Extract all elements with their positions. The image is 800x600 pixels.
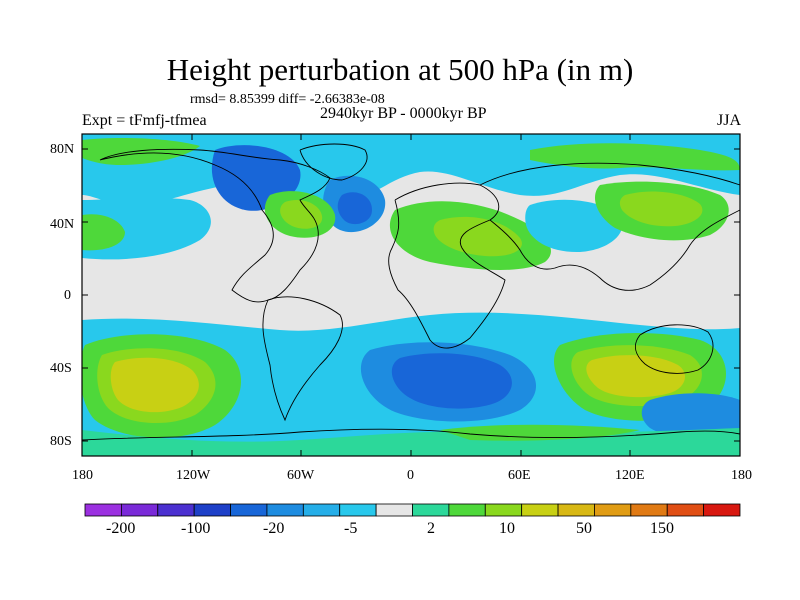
lon-label: 180 <box>72 468 93 483</box>
field-region <box>337 192 372 225</box>
colorbar-swatch <box>557 503 595 517</box>
south-america-coast <box>262 296 343 422</box>
europe-africa-coast <box>388 182 506 349</box>
colorbar-swatch <box>521 503 559 517</box>
colorbar-label: -200 <box>106 520 136 537</box>
antarctica-coast <box>81 428 741 441</box>
season-label: JJA <box>717 112 742 129</box>
field-region <box>619 191 703 227</box>
australia-coast <box>634 324 714 374</box>
axis-ticks <box>81 134 741 456</box>
lon-label: 120E <box>615 468 645 483</box>
perturbation-field <box>82 134 740 456</box>
field-region <box>391 353 512 409</box>
lon-label: 180 <box>731 468 752 483</box>
colorbar-label: 10 <box>499 520 515 537</box>
field-region <box>280 199 323 229</box>
field-region <box>82 214 125 251</box>
colorbar-label: 50 <box>576 520 592 537</box>
field-region <box>586 355 685 398</box>
lon-label: 60E <box>508 468 531 483</box>
lat-label: 40S <box>50 361 72 376</box>
colorbar-label: 150 <box>650 520 674 537</box>
colorbar-swatch <box>412 503 450 517</box>
colorbar-swatch <box>448 503 486 517</box>
lat-label: 0 <box>64 288 71 303</box>
colorbar-swatch <box>703 503 741 517</box>
field-region <box>525 199 623 253</box>
asia-coast <box>479 162 741 291</box>
colorbar-swatch <box>193 503 231 517</box>
colorbar-swatch <box>120 503 159 517</box>
colorbar-swatch <box>157 503 195 517</box>
north-america-coast <box>99 148 331 303</box>
map-title: Height perturbation at 500 hPa (in m) <box>166 52 634 87</box>
colorbar-swatch <box>84 503 122 517</box>
colorbar-swatch <box>630 503 668 517</box>
stats-label: rmsd= 8.85399 diff= -2.66383e-08 <box>190 92 385 107</box>
colorbar-label: 2 <box>427 520 435 537</box>
colorbar-swatch <box>484 503 523 517</box>
period-label: 2940kyr BP - 0000kyr BP <box>320 105 487 122</box>
colorbar-swatch <box>302 503 341 517</box>
lat-label: 80N <box>50 142 75 157</box>
field-region <box>110 357 199 413</box>
colorbar-swatch <box>594 503 632 517</box>
colorbar-swatch <box>266 503 304 517</box>
lon-label: 60W <box>287 468 315 483</box>
lat-label: 40N <box>50 217 75 232</box>
colorbar-swatch <box>666 503 705 517</box>
coastlines <box>81 143 741 441</box>
lon-label: 120W <box>176 468 211 483</box>
lat-label: 80S <box>50 434 72 449</box>
greenland-coast <box>299 143 368 181</box>
colorbar-swatch <box>375 503 413 517</box>
colorbar-label: -5 <box>344 520 358 537</box>
experiment-label: Expt = tFmfj-tfmea <box>82 112 207 129</box>
field-region <box>433 216 522 257</box>
colorbar-swatch <box>339 503 377 517</box>
colorbar-label: -20 <box>263 520 285 537</box>
field-region <box>82 138 200 165</box>
colorbar-label: -100 <box>181 520 211 537</box>
colorbar <box>84 503 741 517</box>
colorbar-swatch <box>230 503 268 517</box>
lon-label: 0 <box>407 468 414 483</box>
